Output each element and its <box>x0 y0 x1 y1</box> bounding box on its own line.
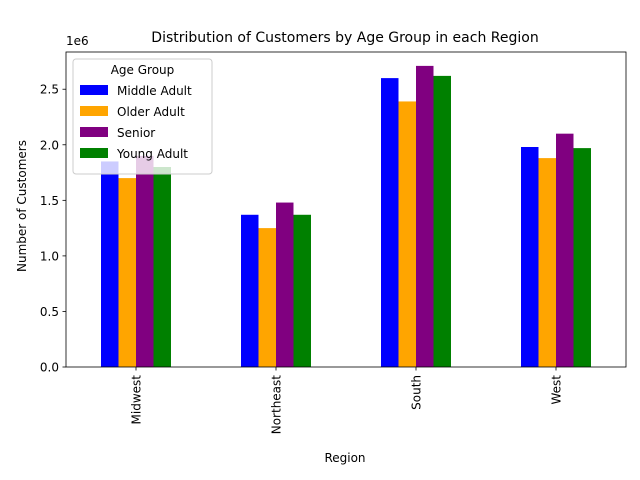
legend-title: Age Group <box>111 63 175 77</box>
x-axis: Midwest Northeast South West <box>130 367 564 434</box>
bar-older-adult-south <box>398 101 416 367</box>
y-tick-label: 2.0 <box>40 138 59 152</box>
bar-middle-adult-midwest <box>101 161 119 367</box>
bar-young-adult-midwest <box>153 167 171 367</box>
legend-swatch <box>80 127 108 137</box>
plot-frame <box>65 51 627 368</box>
x-tick-label: South <box>410 375 424 410</box>
bar-middle-adult-northeast <box>241 214 259 367</box>
y-tick-label: 1.0 <box>40 249 59 263</box>
bar-young-adult-south <box>433 75 451 367</box>
y-tick-label: 1.5 <box>40 194 59 208</box>
x-tick-label: Northeast <box>270 375 284 435</box>
y-tick-label: 2.5 <box>40 83 59 97</box>
x-tick-label: Midwest <box>130 375 144 425</box>
bar-senior-west <box>556 133 574 367</box>
y-axis: 0.0 0.5 1.0 1.5 2.0 2.5 <box>40 83 66 375</box>
bar-middle-adult-west <box>521 147 539 367</box>
legend-swatch <box>80 106 108 116</box>
legend-entry: Young Adult <box>116 147 188 161</box>
bar-young-adult-northeast <box>293 214 311 367</box>
bars-group <box>101 65 591 367</box>
y-axis-title: Number of Customers <box>15 140 29 272</box>
bar-middle-adult-south <box>381 78 399 367</box>
y-tick-label: 0.5 <box>40 305 59 319</box>
bar-senior-south <box>416 65 434 367</box>
bar-senior-midwest <box>136 155 154 367</box>
x-axis-title: Region <box>324 451 365 465</box>
legend-entry: Middle Adult <box>117 84 192 98</box>
chart-title: Distribution of Customers by Age Group i… <box>151 30 538 46</box>
legend-swatch <box>80 148 108 158</box>
x-tick-label: West <box>550 375 564 405</box>
legend-entry: Older Adult <box>117 105 185 119</box>
legend-entry: Senior <box>117 126 155 140</box>
bar-senior-northeast <box>276 202 294 367</box>
y-tick-label: 0.0 <box>40 361 59 375</box>
y-axis-scale-label: 1e6 <box>66 34 89 48</box>
bar-older-adult-northeast <box>258 228 276 367</box>
legend-swatch <box>80 85 108 95</box>
legend: Age Group Middle Adult Older Adult Senior Yo… <box>72 58 213 175</box>
bar-older-adult-midwest <box>118 178 136 367</box>
bar-young-adult-west <box>573 148 591 367</box>
bar-older-adult-west <box>538 158 556 367</box>
